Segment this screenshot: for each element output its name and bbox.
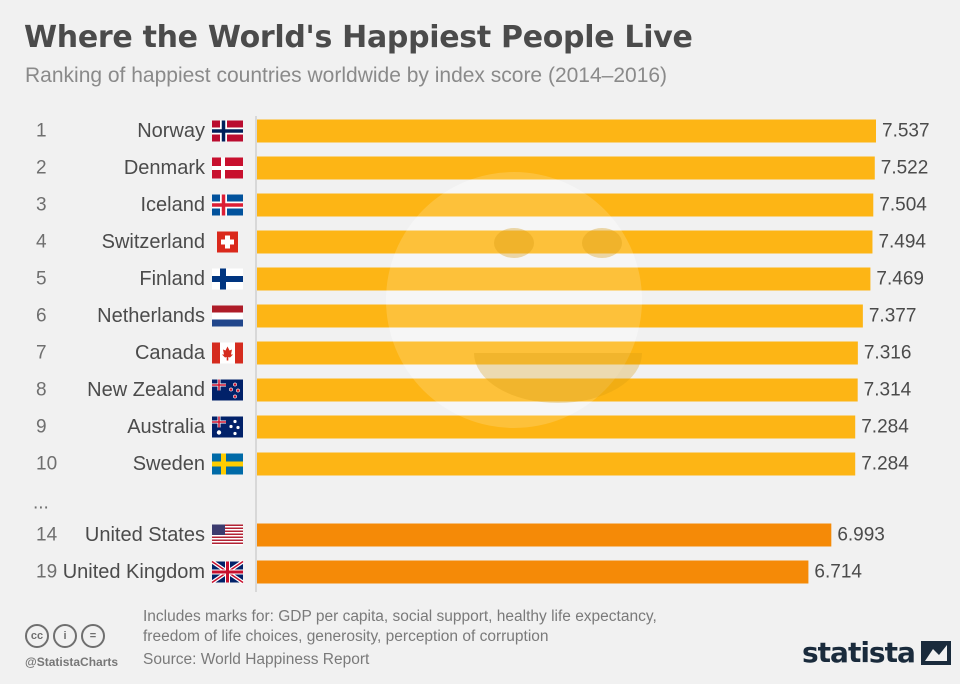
methodology-note: Includes marks for: GDP per capita, soci… <box>143 607 763 647</box>
ellipsis-label: ... <box>33 493 49 514</box>
country-label: United Kingdom <box>63 561 205 583</box>
brand-name: statista <box>802 636 916 669</box>
note-line-1: Includes marks for: GDP per capita, soci… <box>143 608 657 625</box>
value-label: 7.284 <box>861 454 909 475</box>
rank-label: 5 <box>36 269 47 290</box>
no-derivatives-icon[interactable]: = <box>81 624 105 648</box>
rank-label: 8 <box>36 380 47 401</box>
bar-chart: 1 Norway 7.537 2 Denmark 7.522 3 Iceland 7.504 4 S… <box>33 116 930 592</box>
bar-united-states[interactable] <box>257 523 832 547</box>
attribution-icon[interactable]: i <box>53 624 77 648</box>
rank-label: 9 <box>36 417 47 438</box>
chart-title: Where the World's Happiest People Live <box>24 20 693 55</box>
bar-norway[interactable] <box>257 119 876 143</box>
value-label: 7.522 <box>881 158 929 179</box>
finland-flag <box>212 268 243 290</box>
rank-label: 2 <box>36 158 47 179</box>
value-label: 7.316 <box>864 343 912 364</box>
country-label: Iceland <box>141 194 206 216</box>
value-label: 7.284 <box>861 417 909 438</box>
country-label: Sweden <box>133 453 205 475</box>
country-label: Switzerland <box>102 231 205 253</box>
rank-label: 6 <box>36 306 47 327</box>
bar-iceland[interactable] <box>257 193 874 217</box>
smiley-right-eye <box>582 228 622 258</box>
bar-netherlands[interactable] <box>257 304 863 328</box>
source-text: Source: World Happiness Report <box>143 651 370 668</box>
value-label: 7.469 <box>876 269 924 290</box>
value-label: 7.377 <box>869 306 917 327</box>
bar-australia[interactable] <box>257 415 856 439</box>
smiley-mouth <box>474 353 642 403</box>
bar-united-kingdom[interactable] <box>257 560 809 584</box>
rank-label: 19 <box>36 562 57 583</box>
netherlands-flag <box>212 305 243 327</box>
value-label: 7.494 <box>878 232 926 253</box>
usa-flag <box>212 524 243 546</box>
smiley-face-overlay <box>386 172 642 428</box>
note-line-2: freedom of life choices, generosity, per… <box>143 628 549 645</box>
country-label: Denmark <box>124 157 206 179</box>
statista-logo[interactable]: statista <box>802 636 951 669</box>
norway-flag <box>212 120 243 142</box>
country-label: Canada <box>135 342 206 364</box>
value-label: 7.314 <box>864 380 912 401</box>
canada-flag <box>212 342 243 364</box>
rank-label: 1 <box>36 121 47 142</box>
switzerland-flag <box>217 231 238 253</box>
country-label: Norway <box>137 120 205 142</box>
country-label: Australia <box>127 416 206 438</box>
value-label: 7.504 <box>879 195 927 216</box>
bar-switzerland[interactable] <box>257 230 873 254</box>
country-label: United States <box>85 524 205 546</box>
rank-label: 4 <box>36 232 47 253</box>
new-zealand-flag <box>212 379 243 401</box>
rank-label: 3 <box>36 195 47 216</box>
smiley-left-eye <box>494 228 534 258</box>
bar-finland[interactable] <box>257 267 871 291</box>
statista-logo-icon <box>920 640 951 665</box>
sweden-flag <box>212 453 243 475</box>
value-label: 7.537 <box>882 121 930 142</box>
uk-flag <box>210 559 245 585</box>
australia-flag <box>212 416 243 438</box>
license-icons: cc i = <box>25 624 105 648</box>
bar-sweden[interactable] <box>257 452 856 476</box>
bar-canada[interactable] <box>257 341 858 365</box>
cc-icon[interactable]: cc <box>25 624 49 648</box>
chart-subtitle: Ranking of happiest countries worldwide … <box>25 64 668 87</box>
country-label: Netherlands <box>97 305 205 327</box>
bar-new-zealand[interactable] <box>257 378 858 402</box>
iceland-flag <box>212 194 243 216</box>
rank-label: 14 <box>36 525 58 546</box>
bar-denmark[interactable] <box>257 156 875 180</box>
rank-label: 7 <box>36 343 47 364</box>
rank-label: 10 <box>36 454 57 475</box>
country-label: Finland <box>139 268 205 290</box>
denmark-flag <box>212 157 243 179</box>
value-label: 6.714 <box>814 562 862 583</box>
social-handle[interactable]: @StatistaCharts <box>25 655 119 669</box>
country-label: New Zealand <box>87 379 205 401</box>
value-label: 6.993 <box>837 525 885 546</box>
